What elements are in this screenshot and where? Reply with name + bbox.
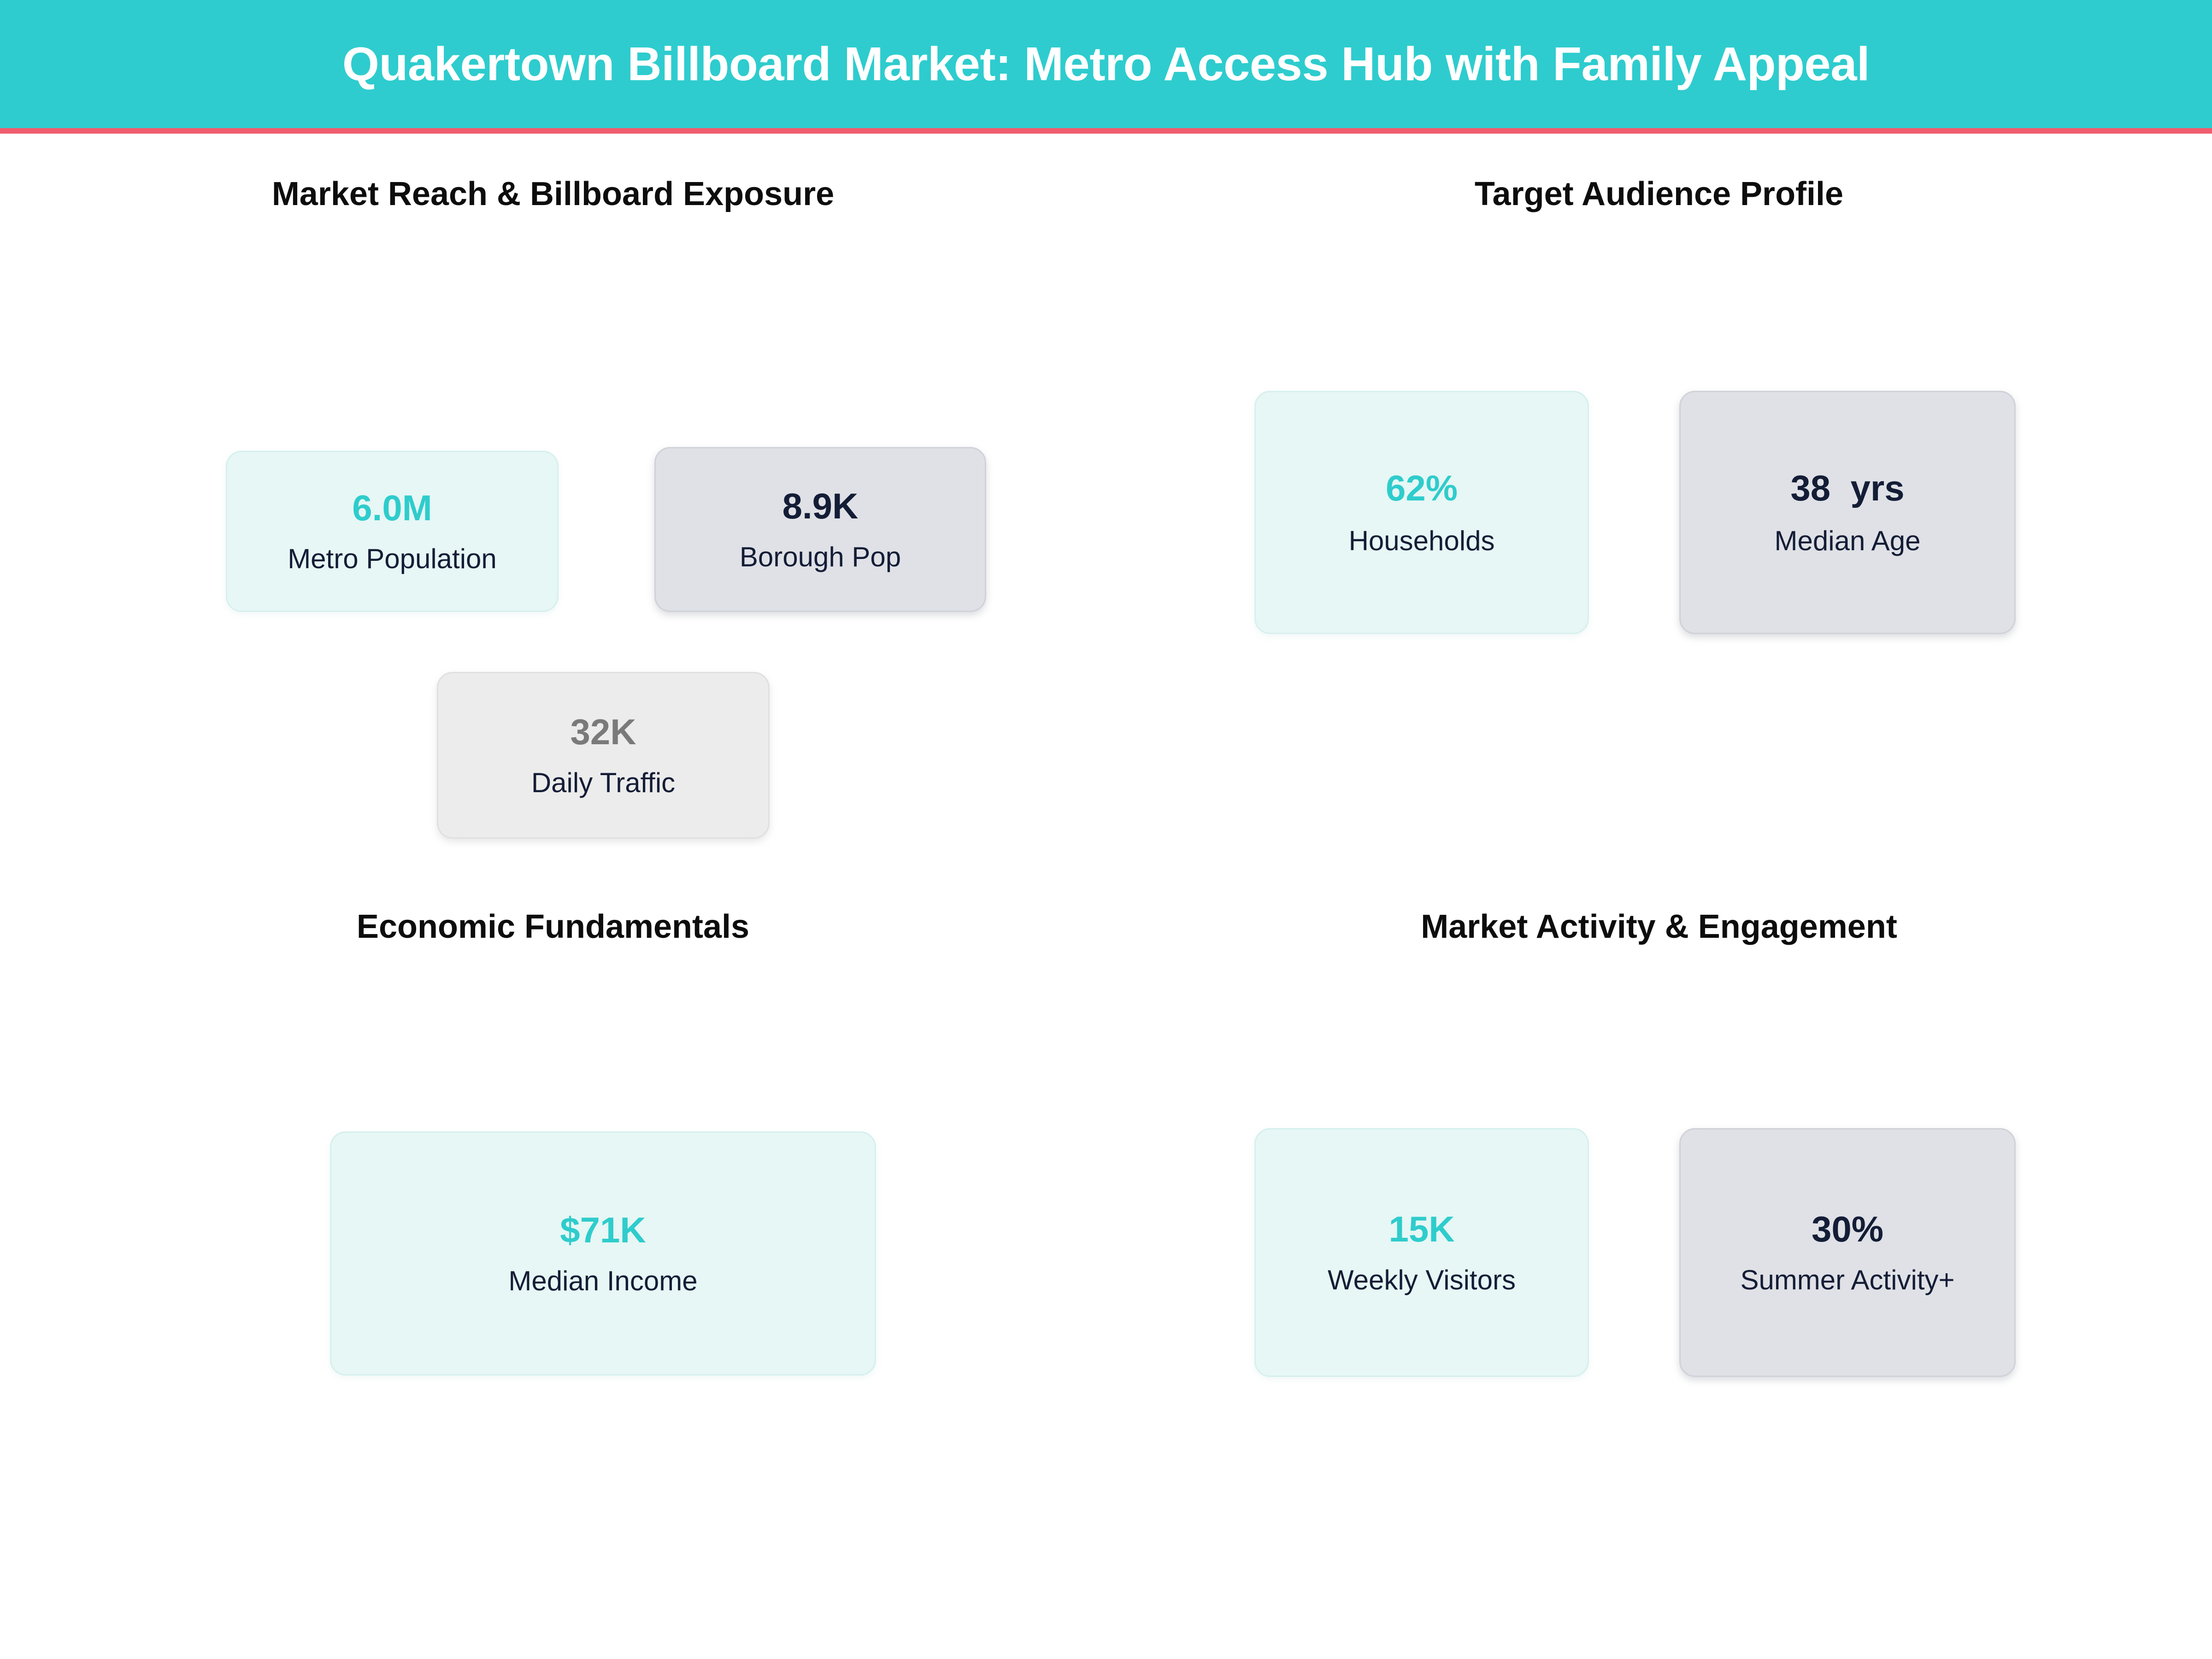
section-title-target-audience: Target Audience Profile — [1474, 176, 1844, 212]
section-title-market-reach: Market Reach & Billboard Exposure — [271, 176, 835, 212]
metric-card-households[interactable]: 62% Households — [1254, 391, 1589, 634]
page-title: Quakertown Billboard Market: Metro Acces… — [342, 37, 1870, 90]
section-title-market-activity: Market Activity & Engagement — [1421, 908, 1897, 945]
metric-label: Borough Pop — [739, 541, 901, 572]
header-accent-divider — [0, 128, 2212, 134]
metric-label: Median Income — [508, 1265, 698, 1296]
metric-value: 62% — [1385, 468, 1458, 508]
metric-value: $71K — [560, 1210, 646, 1250]
section-title-economic-fundamentals: Economic Fundamentals — [356, 908, 750, 945]
metric-value: 15K — [1388, 1209, 1455, 1249]
metric-label: Metro Population — [288, 543, 497, 574]
metric-label: Median Age — [1774, 525, 1921, 556]
metric-label: Summer Activity+ — [1740, 1265, 1955, 1295]
metric-card-summer-activity[interactable]: 30% Summer Activity+ — [1679, 1128, 2016, 1377]
metric-value: 30% — [1811, 1209, 1884, 1249]
metric-value: 38 yrs — [1790, 468, 1905, 508]
metric-card-daily-traffic[interactable]: 32K Daily Traffic — [437, 672, 770, 839]
metric-value: 6.0M — [352, 488, 432, 528]
metric-value: 32K — [570, 712, 636, 752]
metric-card-median-age[interactable]: 38 yrs Median Age — [1679, 391, 2016, 634]
metric-card-median-income[interactable]: $71K Median Income — [330, 1131, 876, 1376]
section-market-activity: Market Activity & Engagement 15K Weekly … — [1106, 889, 2212, 1659]
section-target-audience: Target Audience Profile 62% Households 3… — [1106, 134, 2212, 889]
metric-card-metro-population[interactable]: 6.0M Metro Population — [226, 451, 559, 612]
metric-label: Households — [1348, 525, 1495, 556]
metric-card-weekly-visitors[interactable]: 15K Weekly Visitors — [1254, 1128, 1589, 1377]
metric-card-borough-pop[interactable]: 8.9K Borough Pop — [654, 447, 986, 612]
metric-value: 8.9K — [782, 486, 859, 526]
header-bar: Quakertown Billboard Market: Metro Acces… — [0, 0, 2212, 128]
metric-label: Weekly Visitors — [1328, 1265, 1516, 1295]
section-economic-fundamentals: Economic Fundamentals $71K Median Income — [0, 889, 1106, 1659]
metric-label: Daily Traffic — [531, 767, 676, 798]
section-market-reach: Market Reach & Billboard Exposure 6.0M M… — [0, 134, 1106, 889]
